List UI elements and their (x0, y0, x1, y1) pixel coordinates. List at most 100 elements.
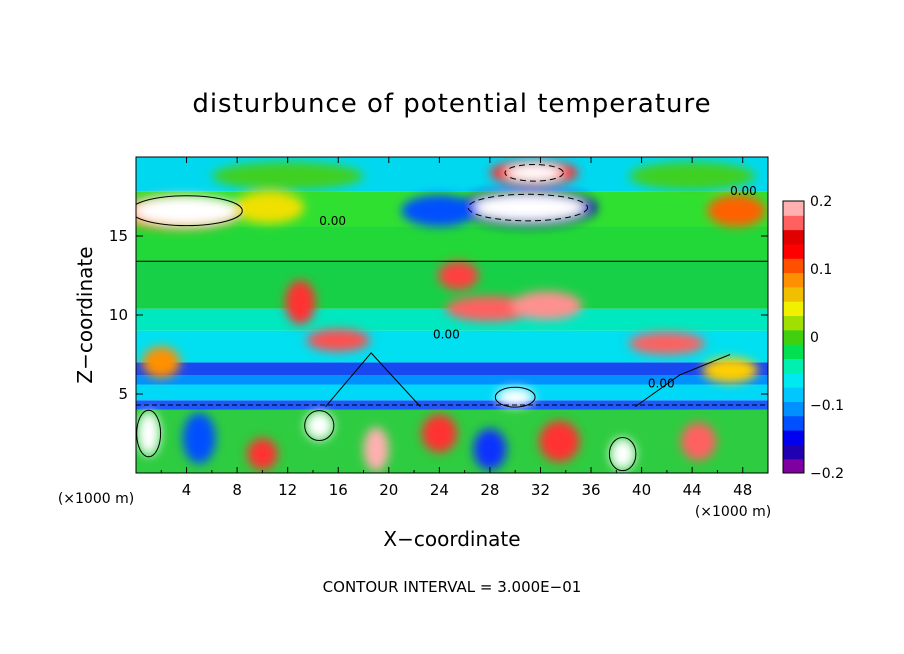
colorbar-segment-14 (783, 258, 804, 274)
contour-peak (325, 352, 421, 407)
heatmap-blob-23 (539, 420, 580, 462)
colorbar-segment-4 (783, 401, 804, 417)
x-tick-label-11: 48 (733, 481, 752, 499)
colorbar-segment-10 (783, 315, 804, 331)
x-unit-right: (×1000 m) (695, 504, 771, 520)
x-tick-label-0: 4 (182, 481, 192, 499)
contour-label-1: 0.00 (433, 328, 460, 342)
contour-line-7 (504, 164, 564, 182)
contour-labels: 0.00 0.00 0.00 0.00 (319, 184, 757, 391)
colorbar-frame (782, 200, 805, 474)
x-tick-label-10: 44 (683, 481, 702, 499)
colorbar-tick-label-4: −0.2 (810, 466, 844, 482)
colorbar-tick-label-3: −0.1 (810, 398, 844, 414)
x-tick-label-2: 12 (278, 481, 297, 499)
colorbar-segment-13 (783, 272, 804, 288)
heatmap-bands (136, 157, 768, 473)
heatmap-band-2 (136, 384, 768, 401)
contour-peak-2 (634, 354, 731, 408)
colorbar (783, 201, 804, 474)
colorbar-segment-6 (783, 372, 804, 388)
heatmap-blob-11 (285, 280, 316, 325)
heatmap-blob-25 (680, 422, 717, 461)
contour-interval-footer: CONTOUR INTERVAL = 3.000E−01 (323, 578, 582, 596)
x-tick-label-5: 24 (430, 481, 449, 499)
heatmap-blob-16 (628, 332, 705, 355)
heatmap-blob-14 (511, 291, 583, 320)
y-axis-ticks: 5 10 15 (109, 227, 768, 403)
heatmap-blob-10 (707, 194, 766, 227)
colorbar-segment-18 (783, 201, 804, 216)
heatmap-blobs (136, 160, 766, 472)
colorbar-tick-label-0: 0.2 (810, 194, 832, 210)
heatmap-band-8 (136, 226, 768, 262)
contour-line-19 (494, 386, 536, 408)
colorbar-segment-11 (783, 301, 804, 317)
colorbar-segment-5 (783, 387, 804, 402)
colorbar-segment-3 (783, 415, 804, 431)
x-tick-label-1: 8 (232, 481, 242, 499)
colorbar-segment-17 (783, 215, 804, 231)
x-tick-label-4: 20 (379, 481, 398, 499)
heatmap-blob-8 (211, 161, 364, 191)
contour-line-29 (136, 409, 162, 458)
colorbar-segment-16 (783, 229, 804, 245)
heatmap-blob-4 (470, 194, 585, 221)
heatmap-blob-12 (438, 261, 479, 290)
heatmap-blob-19 (496, 387, 535, 407)
heatmap-blob-1 (136, 196, 240, 225)
colorbar-segment-15 (783, 243, 804, 259)
contour-line-4 (467, 193, 589, 222)
x-tick-label-3: 16 (329, 481, 348, 499)
y-tick-label-1: 10 (109, 306, 128, 324)
colorbar-tick-label-1: 0.1 (810, 262, 832, 278)
contour-line-28 (304, 410, 335, 442)
heatmap-blob-18 (702, 357, 758, 383)
colorbar-segment-9 (783, 329, 804, 345)
colorbar-segment-8 (783, 344, 804, 359)
heatmap-blob-5 (401, 194, 478, 227)
x-tick-label-9: 40 (632, 481, 651, 499)
colorbar-segment-12 (783, 286, 804, 302)
heatmap-area (136, 157, 768, 473)
heatmap-band-3 (136, 375, 768, 385)
colorbar-ticks: 0.2 0.1 0 −0.1 −0.2 (810, 194, 844, 482)
heatmap-blob-9 (628, 161, 756, 191)
chart-title: disturbunce of potential temperature (192, 89, 711, 119)
heatmap-blob-22 (473, 428, 507, 470)
y-tick-label-2: 15 (109, 227, 128, 245)
heatmap-band-4 (136, 362, 768, 376)
contour-line-24 (608, 436, 637, 472)
heatmap-blob-7 (506, 164, 562, 181)
contour-line-1 (136, 195, 243, 227)
heatmap-blob-24 (610, 438, 636, 470)
contour-label-3: 0.00 (730, 184, 757, 198)
heatmap-blob-21 (363, 427, 389, 472)
heatmap-blob-28 (305, 411, 334, 440)
x-unit-left: (×1000 m) (58, 491, 134, 507)
heatmap-blob-13 (445, 296, 535, 322)
contour-lines (136, 164, 768, 472)
x-axis-ticks: 4 8 12 16 20 24 28 32 36 40 44 48 (160, 157, 752, 499)
heatmap-blob-15 (306, 329, 370, 352)
y-tick-label-0: 5 (118, 385, 128, 403)
heatmap-blob-20 (421, 414, 458, 453)
heatmap-blob-2 (233, 191, 305, 224)
x-tick-label-6: 28 (480, 481, 499, 499)
colorbar-segment-1 (783, 444, 804, 460)
colorbar-segment-7 (783, 358, 804, 374)
y-axis-label: Z−coordinate (73, 246, 97, 383)
heatmap-blob-29 (137, 411, 161, 456)
x-axis-label: X−coordinate (383, 527, 520, 551)
contour-label-0: 0.00 (319, 214, 346, 228)
heatmap-blob-26 (182, 412, 216, 464)
heatmap-blob-17 (142, 346, 181, 379)
colorbar-tick-label-2: 0 (810, 330, 819, 346)
colorbar-segment-0 (783, 458, 804, 474)
x-tick-label-8: 36 (581, 481, 600, 499)
x-tick-label-7: 32 (531, 481, 550, 499)
contour-label-2: 0.00 (648, 377, 675, 391)
heatmap-blob-27 (247, 438, 278, 470)
colorbar-segment-2 (783, 430, 804, 445)
